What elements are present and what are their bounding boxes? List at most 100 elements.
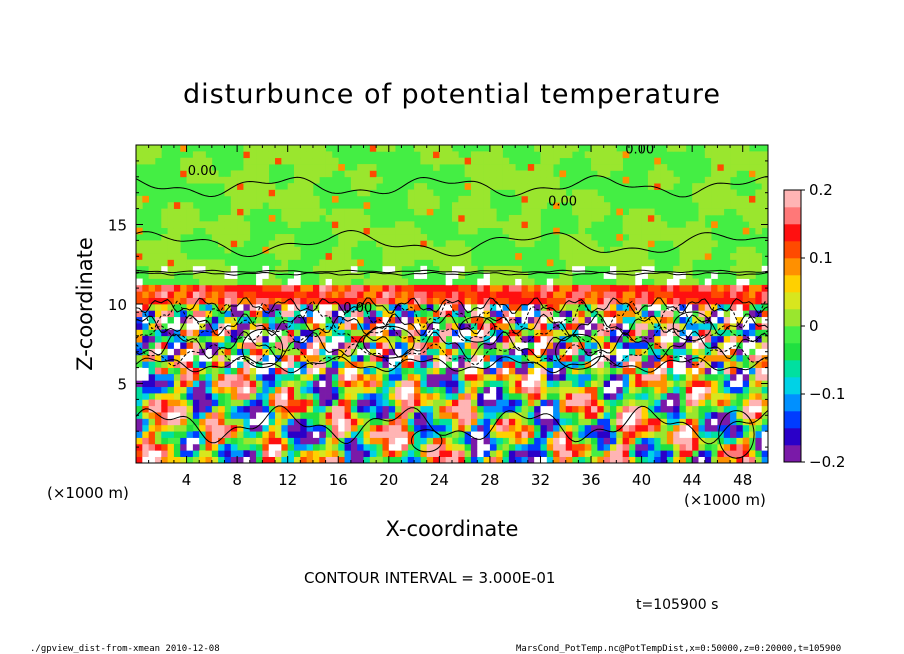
field-cell [350, 418, 358, 426]
field-cell [515, 450, 522, 457]
field-cell [262, 367, 270, 375]
field-cell [692, 297, 699, 305]
field-cell [199, 265, 206, 273]
field-cell [199, 304, 206, 311]
field-cell [287, 418, 295, 426]
field-cell [262, 456, 270, 463]
field-cell [452, 405, 459, 413]
field-cell [414, 335, 421, 343]
field-cell [357, 443, 364, 451]
field-cell [527, 393, 535, 400]
field-cell [666, 393, 674, 400]
field-cell [344, 272, 352, 279]
field-cell [186, 443, 194, 451]
field-cell [496, 176, 503, 184]
field-cell [186, 176, 194, 184]
field-cell [622, 399, 630, 407]
field-cell [685, 342, 693, 349]
field-cell [319, 386, 326, 394]
field-cell [306, 310, 314, 318]
field-cell [578, 354, 586, 362]
field-cell [749, 386, 756, 394]
colorbar-tick-label: −0.1 [809, 385, 845, 403]
field-cell [205, 310, 213, 318]
field-cell [294, 170, 301, 178]
field-cell [344, 354, 352, 362]
field-cell [698, 291, 706, 298]
field-cell [268, 297, 276, 305]
field-cell [218, 323, 225, 330]
field-cell [540, 189, 548, 197]
field-cell [679, 348, 687, 356]
field-cell [692, 221, 699, 229]
field-cell [363, 386, 371, 394]
field-cell [730, 431, 737, 438]
field-cell [218, 348, 225, 356]
field-cell [723, 348, 731, 356]
field-cell [237, 323, 244, 330]
field-cell [666, 284, 674, 292]
field-cell [249, 386, 257, 394]
field-cell [534, 348, 541, 356]
field-cell [654, 291, 661, 298]
field-cell [173, 412, 181, 419]
field-cell [243, 323, 251, 330]
field-cell [654, 170, 661, 178]
field-cell [635, 361, 642, 368]
field-cell [287, 456, 295, 463]
field-cell [338, 164, 345, 171]
field-cell [237, 386, 244, 394]
field-cell [136, 418, 143, 426]
field-cell [407, 291, 415, 298]
field-cell [319, 291, 326, 298]
field-cell [521, 183, 529, 190]
field-cell [439, 342, 447, 349]
field-cell [666, 361, 674, 368]
field-cell [692, 424, 699, 432]
field-cell [344, 297, 352, 305]
field-cell [294, 304, 301, 311]
field-cell [243, 176, 251, 184]
field-cell [275, 361, 282, 368]
field-cell [458, 157, 465, 165]
field-cell [647, 291, 655, 298]
field-cell [192, 348, 200, 356]
field-cell [395, 329, 402, 337]
field-cell [502, 335, 510, 343]
field-cell [407, 373, 415, 381]
field-cell [173, 348, 181, 356]
field-cell [483, 361, 491, 368]
field-cell [173, 208, 181, 216]
field-cell [382, 316, 390, 324]
field-cell [540, 380, 548, 388]
field-cell [161, 310, 168, 318]
field-cell [704, 393, 712, 400]
field-cell [711, 367, 718, 375]
field-cell [325, 456, 333, 463]
field-cell [243, 456, 251, 463]
field-cell [515, 424, 522, 432]
field-cell [401, 380, 409, 388]
field-cell [414, 310, 421, 318]
field-cell [268, 183, 276, 190]
field-cell [388, 297, 396, 305]
field-cell [527, 418, 535, 426]
field-cell [243, 354, 251, 362]
contour-line [136, 355, 768, 374]
field-cell [749, 272, 756, 279]
field-cell [256, 431, 263, 438]
field-cell [243, 202, 251, 209]
field-cell [736, 354, 744, 362]
field-cell [154, 450, 162, 457]
field-cell [565, 316, 573, 324]
field-cell [173, 373, 181, 381]
field-cell [641, 297, 649, 305]
field-cell [230, 265, 238, 273]
field-cell [515, 405, 522, 413]
field-cell [161, 431, 168, 438]
field-cell [591, 367, 598, 375]
field-cell [660, 443, 668, 451]
field-cell [546, 431, 554, 438]
field-cell [136, 259, 143, 267]
field-cell [704, 342, 712, 349]
